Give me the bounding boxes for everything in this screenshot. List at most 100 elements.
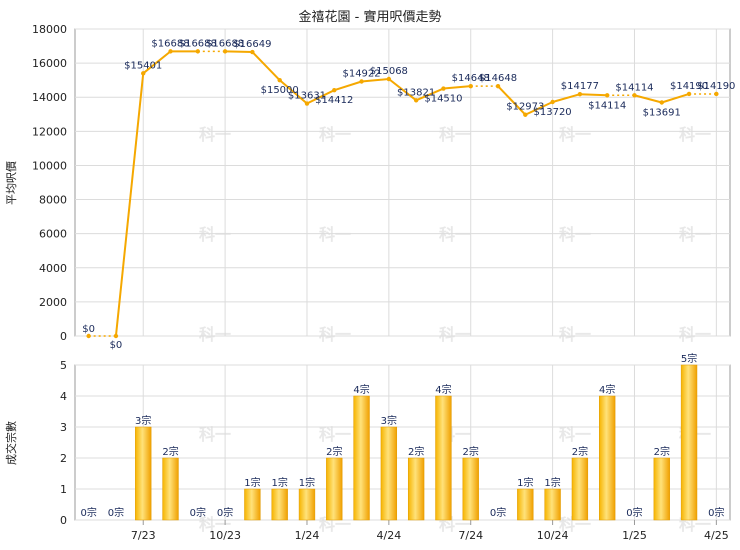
price-point bbox=[468, 83, 473, 89]
watermark-text: 科一 bbox=[679, 325, 711, 344]
volume-y-tick: 1 bbox=[60, 483, 67, 496]
price-point bbox=[141, 71, 146, 76]
watermark-text: 科一 bbox=[439, 225, 471, 244]
price-y-tick: 8000 bbox=[39, 194, 67, 207]
volume-bar bbox=[517, 488, 534, 521]
price-point-label: $13691 bbox=[643, 107, 681, 118]
price-line-segment bbox=[579, 93, 608, 97]
volume-bar bbox=[435, 395, 452, 521]
volume-bar bbox=[653, 457, 670, 521]
volume-bar-label: 0宗 bbox=[190, 506, 206, 519]
price-point-label: $14412 bbox=[315, 95, 353, 106]
price-line-segment bbox=[279, 79, 308, 105]
price-line-segment bbox=[524, 101, 554, 116]
price-point-label: $13631 bbox=[288, 91, 326, 102]
price-y-tick: 4000 bbox=[39, 262, 67, 275]
volume-bar bbox=[298, 488, 316, 521]
price-line-segment bbox=[443, 85, 471, 90]
price-line-segment bbox=[142, 50, 172, 75]
price-point bbox=[604, 93, 610, 98]
price-point-label: $0 bbox=[82, 324, 95, 335]
x-tick-label: 1/25 bbox=[622, 529, 647, 542]
watermark-text: 科一 bbox=[679, 225, 711, 244]
volume-panel: 0 1 2 3 4 5 7/23 10/23 1/24 4/24 7/24 10/24 1/25 4/25… bbox=[60, 352, 731, 542]
volume-bar-label: 2宗 bbox=[408, 445, 424, 458]
volume-bar bbox=[135, 426, 152, 521]
price-line-segment bbox=[225, 50, 253, 54]
volume-bar bbox=[244, 488, 261, 521]
price-point-label: $12973 bbox=[506, 102, 544, 113]
volume-bar-label: 2宗 bbox=[572, 445, 588, 458]
price-point-label: $14648 bbox=[479, 73, 517, 84]
price-point-label: $15000 bbox=[261, 85, 299, 96]
volume-bar-label: 3宗 bbox=[135, 414, 151, 427]
volume-bar bbox=[544, 488, 561, 521]
watermark-text: 科一 bbox=[559, 425, 591, 444]
price-panel: 0 2000 4000 6000 8000 10000 12000 14000 16000 180… bbox=[32, 23, 735, 351]
price-point bbox=[686, 91, 692, 97]
price-point-label: $16649 bbox=[233, 39, 271, 50]
price-point-label: $14922 bbox=[342, 68, 380, 79]
price-line-segment bbox=[388, 78, 417, 102]
volume-bar bbox=[571, 457, 589, 521]
volume-bar-label: 4宗 bbox=[435, 383, 451, 396]
watermark-text: 科一 bbox=[199, 425, 231, 444]
volume-bar bbox=[407, 457, 425, 521]
watermark-text: 科一 bbox=[319, 225, 351, 244]
price-point bbox=[550, 99, 555, 105]
price-point-label: $15401 bbox=[124, 60, 162, 71]
price-point bbox=[577, 92, 583, 97]
watermark-text: 科一 bbox=[199, 125, 231, 144]
volume-y-tick: 0 bbox=[60, 514, 67, 527]
price-line-segment bbox=[361, 78, 389, 83]
price-point-label: $0 bbox=[110, 340, 123, 351]
price-point-label: $16688 bbox=[179, 38, 217, 49]
price-point-label: $14114 bbox=[588, 100, 626, 111]
price-point bbox=[304, 101, 310, 106]
price-point bbox=[113, 333, 119, 339]
price-line-segment bbox=[552, 93, 581, 103]
volume-bar-label: 5宗 bbox=[681, 352, 697, 365]
volume-bar-label: 2宗 bbox=[162, 445, 178, 458]
price-line-segment bbox=[306, 89, 335, 105]
price-point-label: $14510 bbox=[424, 94, 462, 105]
price-point-label: $14190 bbox=[697, 81, 735, 92]
price-point bbox=[332, 87, 337, 93]
volume-bar-label: 0宗 bbox=[217, 506, 233, 519]
volume-bar-label: 1宗 bbox=[272, 476, 288, 489]
volume-y-tick: 2 bbox=[60, 452, 67, 465]
volume-bar-label: 4宗 bbox=[599, 383, 615, 396]
price-point bbox=[413, 98, 419, 103]
volume-bar bbox=[380, 426, 398, 521]
x-tick-label: 7/24 bbox=[458, 529, 483, 542]
price-point bbox=[222, 49, 228, 54]
price-point-label: $14114 bbox=[615, 82, 653, 93]
watermark-text: 科一 bbox=[319, 425, 351, 444]
volume-bar-label: 1宗 bbox=[244, 476, 260, 489]
price-point bbox=[250, 49, 255, 55]
volume-bar-label: 2宗 bbox=[326, 445, 342, 458]
watermark-text: 科一 bbox=[559, 225, 591, 244]
volume-bar-label: 3宗 bbox=[381, 414, 397, 427]
price-point-label: $13821 bbox=[397, 87, 435, 98]
x-tick-label: 4/24 bbox=[377, 529, 402, 542]
price-point bbox=[277, 77, 282, 83]
watermark-text: 科一 bbox=[439, 325, 471, 344]
price-point bbox=[195, 49, 201, 54]
price-y-tick: 12000 bbox=[32, 125, 67, 138]
volume-y-axis-label: 成交宗數 bbox=[4, 421, 18, 465]
price-line-segment bbox=[251, 51, 281, 81]
x-tick-label: 4/25 bbox=[704, 529, 729, 542]
volume-bar-label: 2宗 bbox=[654, 445, 670, 458]
volume-bar bbox=[680, 364, 698, 521]
volume-bar-label: 0宗 bbox=[108, 506, 124, 519]
volume-bar bbox=[326, 457, 343, 521]
price-point bbox=[441, 86, 446, 91]
watermark-text: 科一 bbox=[559, 125, 591, 144]
volume-bar-label: 1宗 bbox=[517, 476, 533, 489]
volume-bar bbox=[462, 457, 479, 521]
price-y-tick: 16000 bbox=[32, 57, 67, 70]
volume-y-tick: 3 bbox=[60, 421, 67, 434]
price-point-label: $16688 bbox=[151, 38, 189, 49]
price-point-label: $13720 bbox=[534, 107, 572, 118]
